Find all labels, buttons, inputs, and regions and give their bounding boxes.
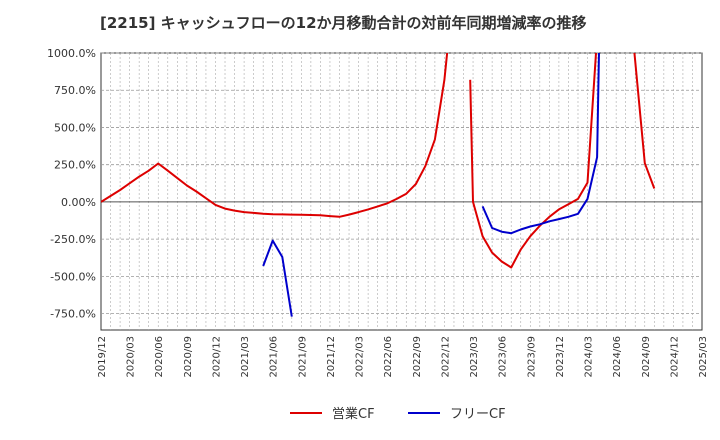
y-tick-label: 750.0% <box>54 84 96 97</box>
y-tick-label: 500.0% <box>54 121 96 134</box>
series-line-2 <box>262 53 600 317</box>
y-gridlines <box>101 52 702 315</box>
x-tick-label: 2024/03 <box>584 336 595 378</box>
legend-label-1: 営業CF <box>332 406 375 422</box>
x-tick-label: 2022/03 <box>355 336 366 378</box>
x-tick-label: 2022/12 <box>440 336 451 378</box>
x-tick-label: 2023/09 <box>526 336 537 378</box>
y-axis-ticks: 1000.0% 750.0% 500.0% 250.0% 0.00% -250.0% -50… <box>47 47 96 321</box>
x-tick-label: 2023/06 <box>498 336 509 378</box>
x-tick-label: 2020/12 <box>211 336 222 378</box>
x-tick-label: 2024/06 <box>612 336 623 378</box>
y-tick-label: -250.0% <box>50 233 96 246</box>
x-tick-label: 2021/12 <box>326 336 337 378</box>
chart-title: [2215] キャッシュフローの12か月移動合計の対前年同期増減率の推移 <box>100 14 587 32</box>
x-tick-label: 2024/12 <box>669 336 680 378</box>
x-tick-label: 2024/09 <box>641 336 652 378</box>
series-line-1 <box>101 53 656 269</box>
y-tick-label: -500.0% <box>50 270 96 283</box>
x-tick-label: 2025/03 <box>698 336 709 378</box>
x-tick-label: 2020/09 <box>183 336 194 378</box>
x-tick-label: 2022/09 <box>412 336 423 378</box>
y-tick-label: 1000.0% <box>47 47 96 60</box>
legend: 営業CF フリーCF <box>290 406 506 422</box>
x-axis-ticks: 2019/12 2020/03 2020/06 2020/09 2020/12 2021/… <box>97 336 709 378</box>
x-tick-label: 2020/06 <box>154 336 165 378</box>
x-tick-label: 2021/09 <box>297 336 308 378</box>
y-tick-label: 0.00% <box>61 196 96 209</box>
x-tick-label: 2019/12 <box>97 336 108 378</box>
x-tick-label: 2023/03 <box>469 336 480 378</box>
legend-label-2: フリーCF <box>450 407 506 422</box>
series-group <box>101 53 656 317</box>
x-tick-label: 2021/03 <box>240 336 251 378</box>
x-tick-label: 2021/06 <box>269 336 280 378</box>
plot-background <box>100 52 703 331</box>
y-tick-label: 250.0% <box>54 159 96 172</box>
x-tick-label: 2023/12 <box>555 336 566 378</box>
x-tick-label: 2020/03 <box>126 336 137 378</box>
x-tick-label: 2022/06 <box>383 336 394 378</box>
y-tick-label: -750.0% <box>50 308 96 321</box>
